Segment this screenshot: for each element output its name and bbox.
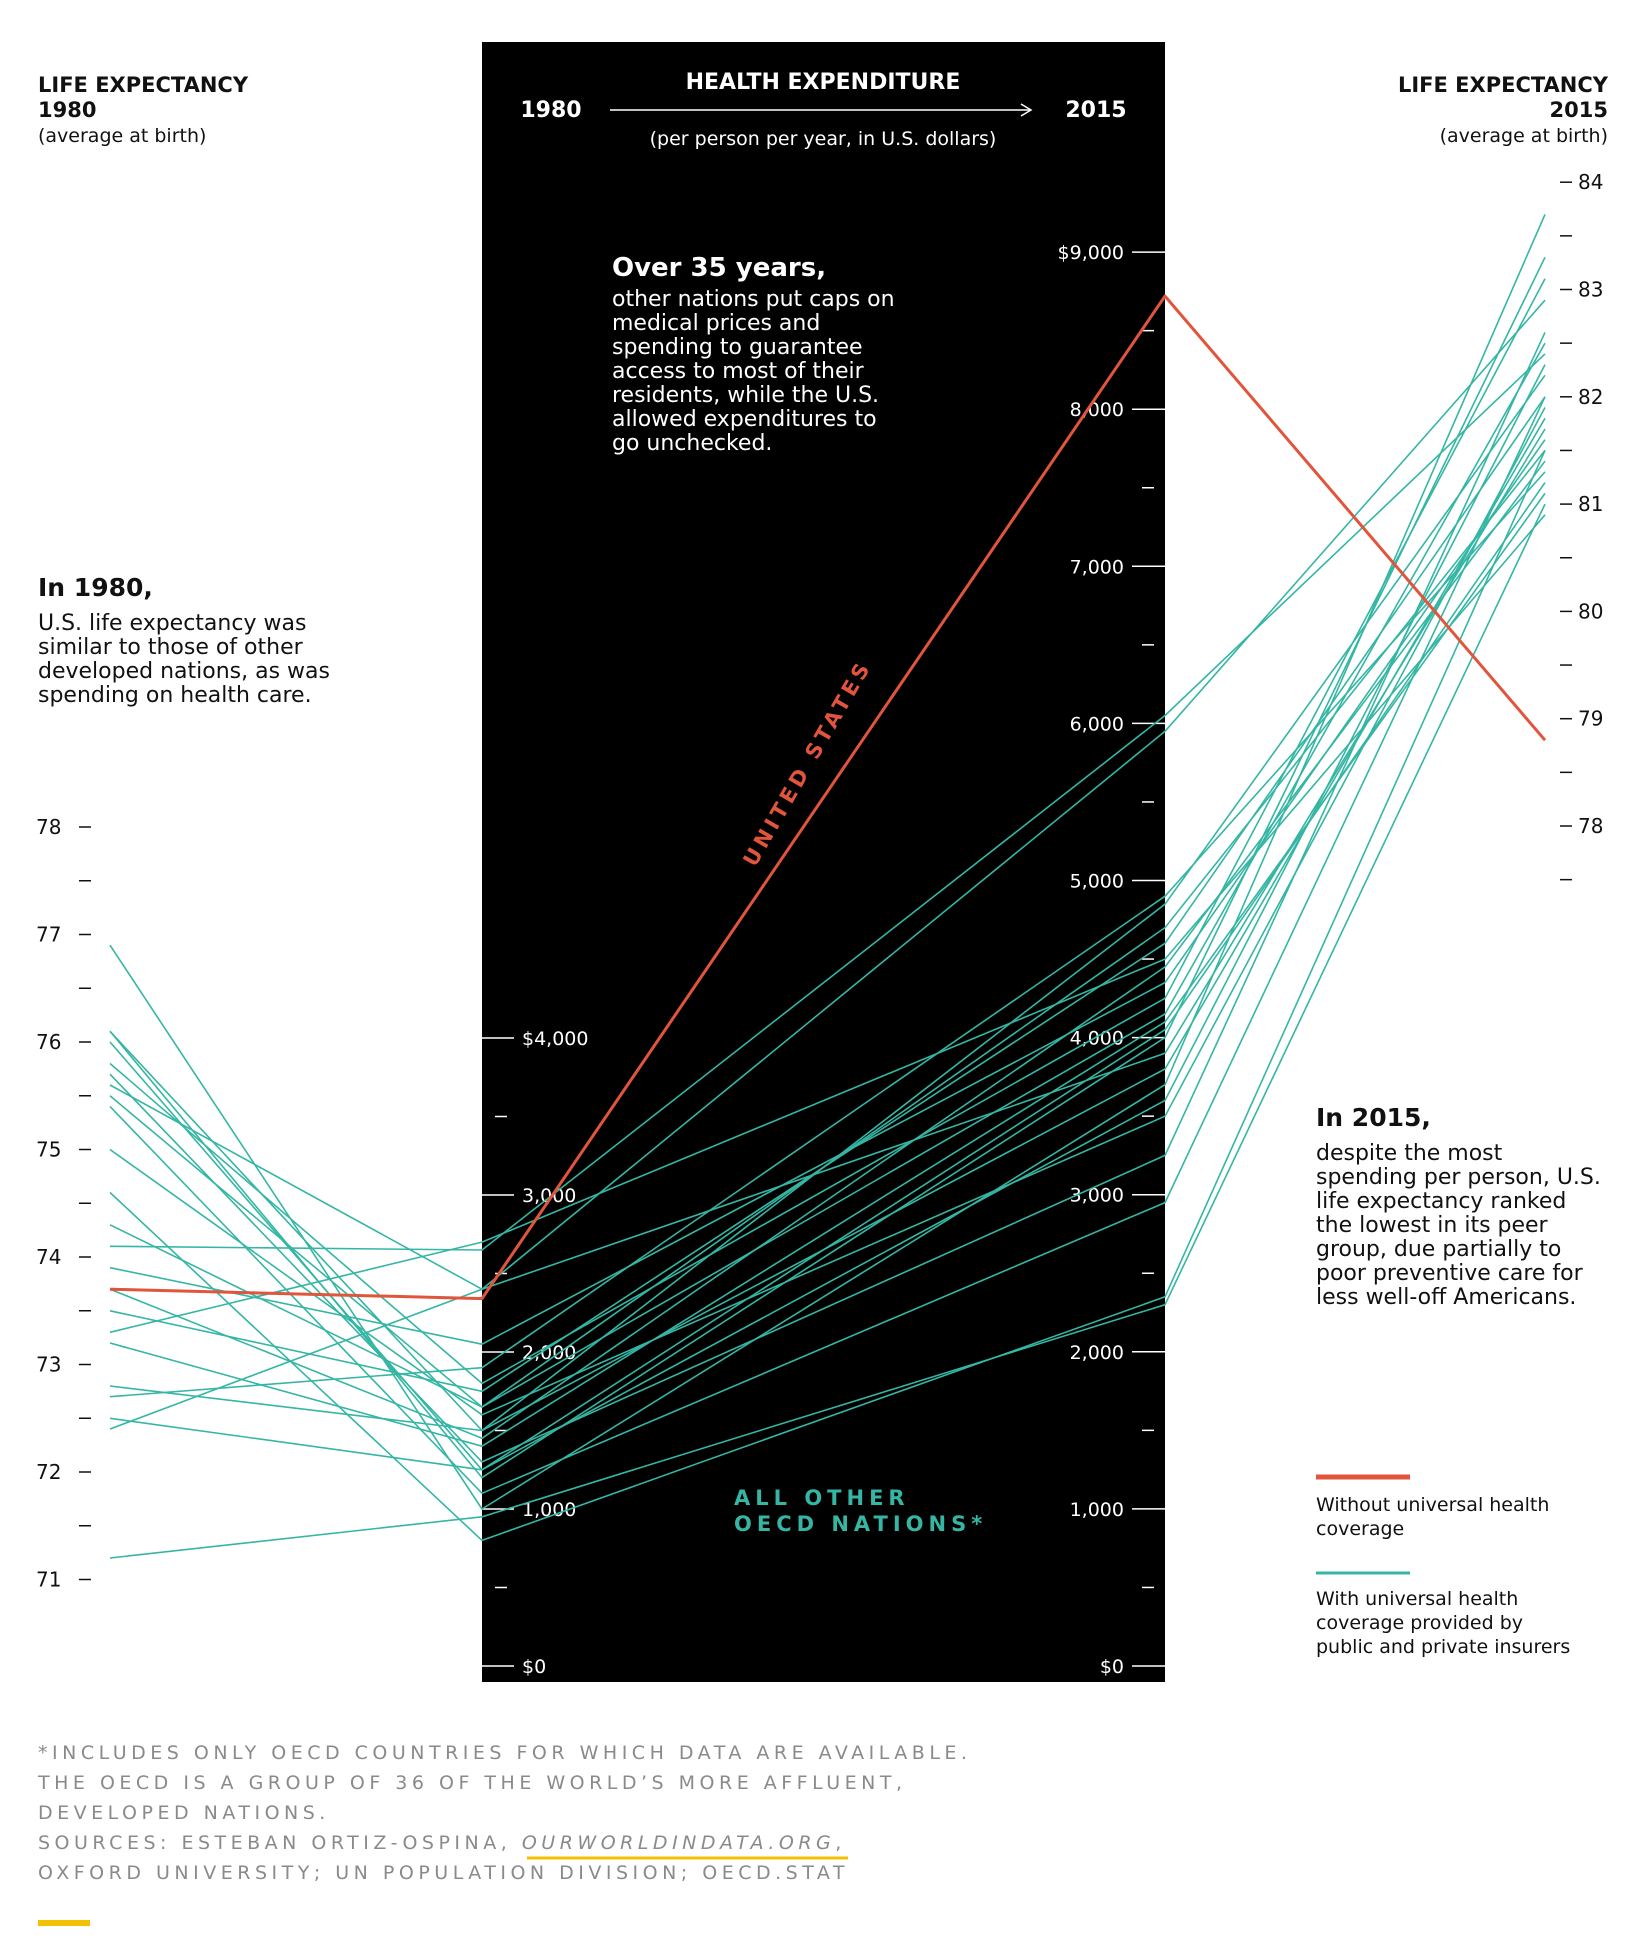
oecd-series-line bbox=[109, 503, 1546, 1559]
spend-2015-tick-label: 5,000 bbox=[1070, 871, 1124, 893]
legend-with-label: With universal health bbox=[1316, 1588, 1518, 1610]
annotation-35-line: medical prices and bbox=[612, 311, 820, 336]
life-1980-tick-label: 73 bbox=[36, 1353, 61, 1377]
sources-link[interactable]: OURWORLDINDATA.ORG bbox=[522, 1832, 835, 1854]
spend-2015-tick-label: $9,000 bbox=[1058, 242, 1124, 264]
middle-title: HEALTH EXPENDITURE bbox=[686, 70, 961, 95]
legend-with-label: coverage provided by bbox=[1316, 1612, 1523, 1634]
oecd-series-line bbox=[109, 396, 1546, 1393]
annotation-35-lead: Over 35 years, bbox=[612, 253, 826, 283]
oecd-series-line bbox=[109, 214, 1546, 1510]
spend-1980-tick-label: $0 bbox=[522, 1656, 546, 1678]
annotation-35-line: other nations put caps on bbox=[612, 287, 895, 312]
annotation-2015-line: despite the most bbox=[1316, 1141, 1503, 1166]
life-1980-tick-label: 78 bbox=[36, 815, 61, 839]
annotation-1980-line: similar to those of other bbox=[38, 635, 304, 660]
footnote-line: THE OECD IS A GROUP OF 36 OF THE WORLD’S… bbox=[37, 1772, 907, 1794]
oecd-series-line bbox=[109, 450, 1546, 1542]
life-2015-tick-label: 84 bbox=[1578, 170, 1603, 194]
spend-2015-tick-label: $0 bbox=[1100, 1656, 1124, 1678]
middle-year-end: 2015 bbox=[1065, 98, 1126, 123]
oecd-series-label-line2: OECD NATIONS* bbox=[734, 1512, 987, 1536]
annotation-1980-line: developed nations, as was bbox=[38, 659, 330, 684]
spend-1980-tick-label: 3,000 bbox=[522, 1185, 576, 1207]
footnote-line: *INCLUDES ONLY OECD COUNTRIES FOR WHICH … bbox=[38, 1742, 971, 1764]
annotation-35-line: allowed expenditures to bbox=[612, 407, 877, 432]
annotation-1980-line: spending on health care. bbox=[38, 683, 312, 708]
spend-2015-tick-label: 7,000 bbox=[1070, 556, 1124, 578]
spend-2015-tick-label: 2,000 bbox=[1070, 1342, 1124, 1364]
oecd-series-line bbox=[109, 460, 1546, 1440]
footnote-line: DEVELOPED NATIONS. bbox=[38, 1802, 330, 1824]
sources-line-2: OXFORD UNIVERSITY; UN POPULATION DIVISIO… bbox=[38, 1862, 849, 1884]
life-1980-tick-label: 76 bbox=[36, 1030, 61, 1054]
oecd-series-line bbox=[109, 364, 1546, 1471]
oecd-series-line bbox=[109, 256, 1546, 1479]
spend-2015-tick-label: 3,000 bbox=[1070, 1185, 1124, 1207]
life-2015-tick-label: 80 bbox=[1578, 599, 1603, 623]
life-2015-tick-label: 78 bbox=[1578, 814, 1603, 838]
annotation-35-line: access to most of their bbox=[612, 359, 865, 384]
oecd-series-line bbox=[109, 342, 1546, 1408]
life-2015-tick-label: 83 bbox=[1578, 278, 1603, 302]
right-axis-subtitle: (average at birth) bbox=[1440, 125, 1608, 147]
life-1980-tick-label: 74 bbox=[36, 1245, 61, 1269]
sources-suffix: , bbox=[835, 1832, 846, 1854]
oecd-series-line bbox=[109, 407, 1546, 1416]
life-2015-tick-label: 82 bbox=[1578, 385, 1603, 409]
accent-bar bbox=[38, 1920, 90, 1926]
right-axis-title-line2: 2015 bbox=[1550, 98, 1608, 122]
spend-2015-tick-label: 4,000 bbox=[1070, 1028, 1124, 1050]
oecd-series-line bbox=[109, 492, 1546, 1447]
life-1980-tick-label: 75 bbox=[36, 1138, 61, 1162]
life-1980-tick-label: 72 bbox=[36, 1460, 61, 1484]
oecd-series-line bbox=[109, 514, 1546, 1334]
annotation-2015-line: poor preventive care for bbox=[1316, 1261, 1584, 1286]
life-1980-tick-label: 77 bbox=[36, 923, 61, 947]
spend-1980-tick-label: $4,000 bbox=[522, 1028, 588, 1050]
middle-year-start: 1980 bbox=[520, 98, 581, 123]
annotation-1980-line: U.S. life expectancy was bbox=[38, 611, 306, 636]
sources-prefix: SOURCES: ESTEBAN ORTIZ-OSPINA, bbox=[38, 1832, 522, 1854]
annotation-35-line: residents, while the U.S. bbox=[612, 383, 879, 408]
oecd-series-line bbox=[109, 299, 1546, 1290]
annotation-2015-line: less well-off Americans. bbox=[1316, 1285, 1576, 1310]
left-axis-title-line2: 1980 bbox=[38, 98, 96, 122]
legend-without-label: coverage bbox=[1316, 1518, 1404, 1540]
spend-2015-tick-label: 1,000 bbox=[1070, 1499, 1124, 1521]
spend-2015-tick-label: 8,000 bbox=[1070, 399, 1124, 421]
life-1980-tick-label: 71 bbox=[36, 1568, 61, 1592]
us-series-line bbox=[109, 294, 1547, 1301]
annotation-35-line: spending to guarantee bbox=[612, 335, 863, 360]
sources-line: SOURCES: ESTEBAN ORTIZ-OSPINA, OURWORLDI… bbox=[38, 1832, 846, 1854]
annotation-1980-lead: In 1980, bbox=[38, 573, 153, 602]
annotation-2015-line: life expectancy ranked bbox=[1316, 1189, 1566, 1214]
life-2015-tick-label: 81 bbox=[1578, 492, 1603, 516]
annotation-2015-line: spending per person, U.S. bbox=[1316, 1165, 1601, 1190]
spend-2015-tick-label: 6,000 bbox=[1070, 713, 1124, 735]
legend-without-label: Without universal health bbox=[1316, 1494, 1549, 1516]
oecd-series-line bbox=[109, 471, 1546, 1398]
annotation-2015-line: the lowest in its peer bbox=[1316, 1213, 1549, 1238]
oecd-series-line bbox=[109, 439, 1546, 1345]
oecd-series-label-line1: ALL OTHER bbox=[734, 1486, 910, 1510]
annotation-2015-lead: In 2015, bbox=[1316, 1103, 1431, 1132]
middle-subtitle: (per person per year, in U.S. dollars) bbox=[650, 128, 997, 150]
spend-1980-tick-label: 2,000 bbox=[522, 1342, 576, 1364]
legend-with-label: public and private insurers bbox=[1316, 1636, 1570, 1658]
header-arrow-head bbox=[1020, 103, 1033, 117]
left-axis-subtitle: (average at birth) bbox=[38, 125, 206, 147]
oecd-series-line bbox=[109, 396, 1546, 1495]
life-2015-tick-label: 79 bbox=[1578, 707, 1603, 731]
oecd-series-line bbox=[109, 428, 1546, 1430]
annotation-2015-line: group, due partially to bbox=[1316, 1237, 1561, 1262]
oecd-series-line bbox=[109, 482, 1546, 1471]
spend-1980-tick-label: 1,000 bbox=[522, 1499, 576, 1521]
annotation-35-line: go unchecked. bbox=[612, 431, 772, 456]
right-axis-title-line1: LIFE EXPECTANCY bbox=[1398, 73, 1609, 97]
oecd-series-line bbox=[109, 278, 1546, 1385]
left-axis-title-line1: LIFE EXPECTANCY bbox=[38, 73, 249, 97]
oecd-series-line bbox=[109, 353, 1546, 1251]
